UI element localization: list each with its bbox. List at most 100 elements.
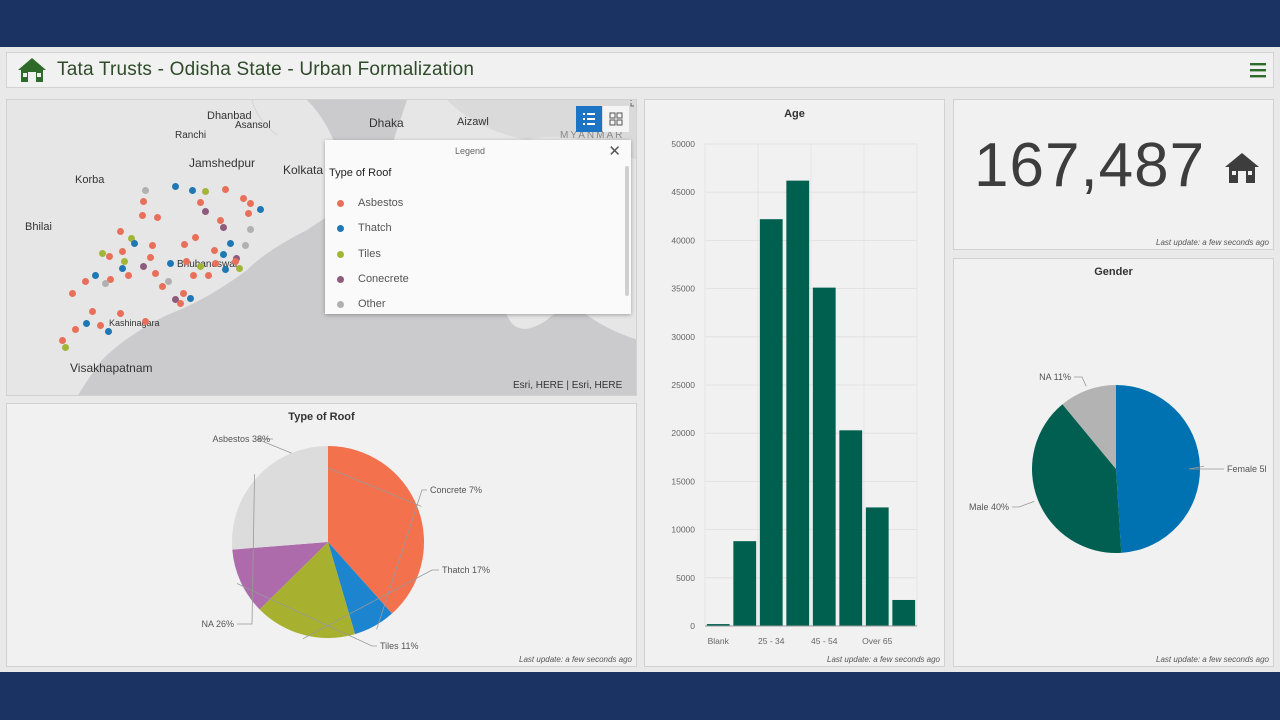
- map-point[interactable]: [197, 199, 204, 206]
- close-icon[interactable]: ✕: [608, 143, 621, 160]
- map-point[interactable]: [82, 278, 89, 285]
- map-point[interactable]: [247, 200, 254, 207]
- map-point[interactable]: [217, 217, 224, 224]
- pie-slice[interactable]: [328, 542, 393, 635]
- map-point[interactable]: [119, 265, 126, 272]
- map-point[interactable]: [142, 318, 149, 325]
- map-point[interactable]: [72, 326, 79, 333]
- map-point[interactable]: [189, 187, 196, 194]
- basemap-gallery-icon: [609, 112, 623, 126]
- map-point[interactable]: [165, 278, 172, 285]
- expand-icon[interactable]: [630, 99, 637, 107]
- map-point[interactable]: [97, 322, 104, 329]
- map-point[interactable]: [140, 263, 147, 270]
- map-label-bhubaneswar: Bhubaneswar: [177, 259, 239, 270]
- map-point[interactable]: [125, 272, 132, 279]
- map-point[interactable]: [167, 260, 174, 267]
- age-bar[interactable]: [892, 599, 916, 626]
- map-point[interactable]: [222, 266, 229, 273]
- map-point[interactable]: [205, 272, 212, 279]
- map-point[interactable]: [128, 235, 135, 242]
- pie-slice[interactable]: [259, 542, 356, 638]
- map-point[interactable]: [187, 295, 194, 302]
- map-point[interactable]: [222, 186, 229, 193]
- map-point[interactable]: [183, 258, 190, 265]
- map-point[interactable]: [139, 212, 146, 219]
- map-point[interactable]: [99, 250, 106, 257]
- map-point[interactable]: [117, 228, 124, 235]
- age-bar[interactable]: [865, 507, 889, 626]
- age-bar[interactable]: [706, 624, 730, 626]
- map-point[interactable]: [197, 263, 204, 270]
- map-point[interactable]: [142, 187, 149, 194]
- pie-slice[interactable]: [1062, 385, 1116, 469]
- map-point[interactable]: [257, 206, 264, 213]
- map-point[interactable]: [59, 337, 66, 344]
- y-tick-label: 35000: [671, 284, 695, 294]
- map-point[interactable]: [172, 183, 179, 190]
- map-point[interactable]: [190, 272, 197, 279]
- map-point[interactable]: [232, 258, 239, 265]
- map-point[interactable]: [202, 208, 209, 215]
- home-icon[interactable]: [17, 57, 47, 83]
- map-point[interactable]: [154, 214, 161, 221]
- map-point[interactable]: [152, 270, 159, 277]
- map-point[interactable]: [107, 276, 114, 283]
- legend-scrollbar[interactable]: [625, 166, 629, 296]
- map-point[interactable]: [102, 280, 109, 287]
- map-panel[interactable]: Dhanbad Asansol Ranchi Dhaka Aizawl MYAN…: [6, 99, 637, 396]
- map-point[interactable]: [140, 198, 147, 205]
- map-point[interactable]: [211, 247, 218, 254]
- map-point[interactable]: [245, 210, 252, 217]
- map-point[interactable]: [177, 300, 184, 307]
- map-point[interactable]: [92, 272, 99, 279]
- map-point[interactable]: [172, 296, 179, 303]
- map-point[interactable]: [159, 283, 166, 290]
- legend-item-label: Thatch: [358, 222, 392, 234]
- pie-slice[interactable]: [1032, 404, 1122, 553]
- map-point[interactable]: [69, 290, 76, 297]
- pie-slice[interactable]: [328, 446, 424, 614]
- map-point[interactable]: [202, 188, 209, 195]
- pie-label: NA 11%: [1039, 372, 1071, 382]
- age-bar[interactable]: [812, 287, 836, 626]
- map-point[interactable]: [149, 242, 156, 249]
- map-point[interactable]: [106, 253, 113, 260]
- map-point[interactable]: [212, 260, 219, 267]
- map-point[interactable]: [192, 234, 199, 241]
- map-point[interactable]: [227, 240, 234, 247]
- map-point[interactable]: [181, 241, 188, 248]
- y-tick-label: 15000: [671, 476, 695, 486]
- age-bar[interactable]: [786, 180, 810, 626]
- age-bar[interactable]: [733, 541, 757, 626]
- age-bar[interactable]: [759, 219, 783, 626]
- hamburger-menu-icon[interactable]: [1249, 61, 1267, 79]
- map-point[interactable]: [240, 195, 247, 202]
- map-point[interactable]: [105, 328, 112, 335]
- age-bar-chart[interactable]: 0 5000 10000 15000 20000 25000 30000 35000 40000…: [645, 100, 946, 668]
- roof-pie-chart[interactable]: Asbestos 38% Concrete 7% Thatch 17% Tiles 1…: [7, 404, 638, 668]
- map-point[interactable]: [131, 240, 138, 247]
- map-point[interactable]: [121, 258, 128, 265]
- map-point[interactable]: [117, 310, 124, 317]
- y-tick-label: 10000: [671, 525, 695, 535]
- pie-slice[interactable]: [1116, 385, 1201, 553]
- map-attribution[interactable]: Esri, HERE | Esri, HERE: [513, 380, 623, 391]
- age-bar[interactable]: [839, 430, 863, 626]
- gender-pie-chart[interactable]: Female 5l Male 40% NA 11%: [954, 259, 1275, 668]
- map-point[interactable]: [62, 344, 69, 351]
- map-point[interactable]: [180, 290, 187, 297]
- map-point[interactable]: [242, 242, 249, 249]
- map-point[interactable]: [147, 254, 154, 261]
- map-point[interactable]: [247, 226, 254, 233]
- map-point[interactable]: [220, 251, 227, 258]
- map-point[interactable]: [83, 320, 90, 327]
- map-point[interactable]: [89, 308, 96, 315]
- legend-list-button[interactable]: [576, 106, 602, 132]
- map-point[interactable]: [236, 265, 243, 272]
- map-label-jamshedpur: Jamshedpur: [189, 156, 256, 170]
- pie-slice[interactable]: [232, 446, 328, 550]
- basemap-gallery-button[interactable]: [603, 106, 629, 132]
- map-point[interactable]: [119, 248, 126, 255]
- map-point[interactable]: [220, 224, 227, 231]
